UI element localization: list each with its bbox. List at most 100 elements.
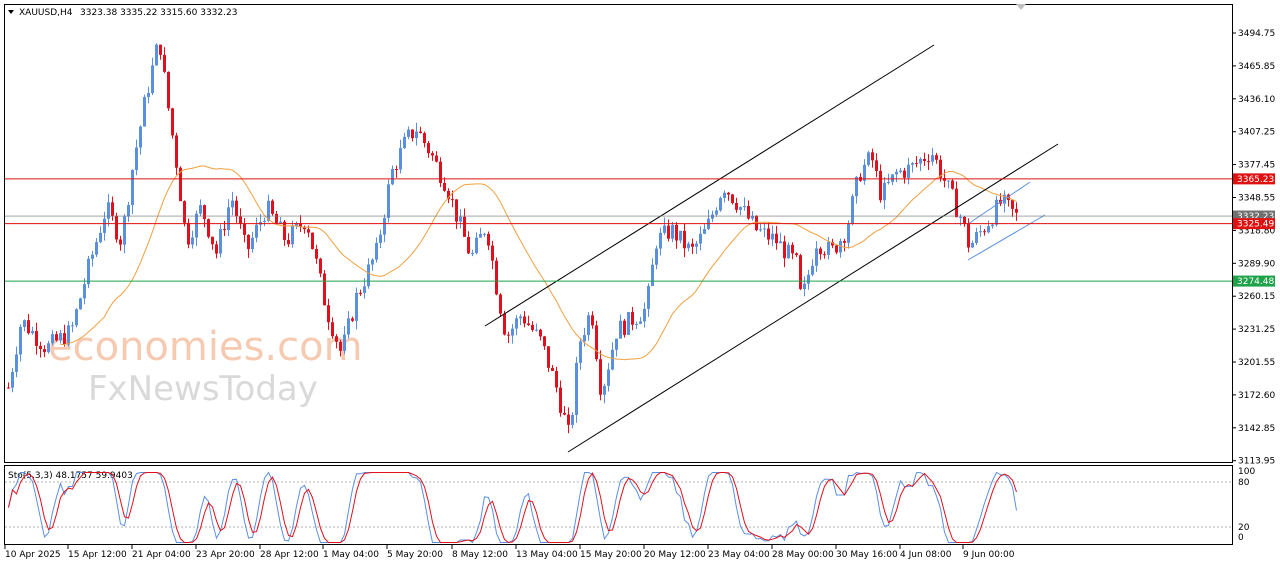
candle-body [835, 245, 838, 253]
time-tick-label: 23 May 04:00 [708, 550, 770, 560]
candle-body [215, 244, 218, 254]
dropdown-triangle-icon[interactable] [8, 10, 14, 14]
candle-body [935, 155, 938, 160]
candle-body [771, 233, 774, 240]
candle-body [959, 216, 962, 218]
candle-body [411, 129, 414, 139]
candle-body [379, 234, 382, 243]
support-price-tag [1233, 218, 1275, 230]
candle-body [363, 286, 366, 293]
candle-body [687, 243, 690, 249]
candle-body [395, 169, 398, 171]
candle-body [543, 336, 546, 347]
stochastic-signal-line [8, 472, 1017, 544]
candle-body [811, 265, 814, 275]
time-tick-label: 13 May 04:00 [516, 550, 578, 560]
candle-body [503, 313, 506, 335]
candle-body [143, 97, 146, 127]
candle-body [535, 329, 538, 331]
candle-body [35, 331, 38, 346]
candle-body [135, 147, 138, 171]
candle-body [915, 163, 918, 165]
candle-body [415, 131, 418, 139]
candle-body [335, 336, 338, 342]
lower-channel-line [567, 143, 1059, 453]
candle-body [759, 229, 762, 231]
candle-body [83, 284, 86, 299]
candle-body [295, 223, 298, 227]
candle-body [587, 315, 590, 336]
candle-body [827, 241, 830, 255]
time-tick-label: 1 May 04:00 [323, 550, 379, 560]
candle-body [243, 223, 246, 235]
time-tick-label: 9 Jun 00:00 [963, 550, 1015, 560]
candle-body [343, 334, 346, 351]
candle-body [211, 236, 214, 245]
candle-body [167, 71, 170, 109]
candle-body [571, 414, 574, 425]
price-tick-label: 3201.55 [1238, 358, 1275, 368]
candle-body [615, 338, 618, 350]
upper-channel-line [484, 44, 935, 327]
candle-body [983, 231, 986, 233]
candle-body [279, 221, 282, 224]
candle-body [923, 158, 926, 162]
candle-body [747, 206, 750, 219]
candle-body [375, 242, 378, 260]
candle-body [583, 335, 586, 342]
candle-body [71, 325, 74, 327]
candle-body [95, 242, 98, 255]
candle-body [7, 387, 10, 389]
candle-body [815, 248, 818, 266]
candle-body [743, 206, 746, 208]
candle-body [675, 224, 678, 241]
candle-body [387, 184, 390, 218]
candle-body [819, 248, 822, 255]
candle-body [499, 294, 502, 314]
time-tick-label: 4 Jun 08:00 [900, 550, 952, 560]
candle-body [903, 170, 906, 178]
price-tick-label: 3142.85 [1238, 424, 1275, 434]
candle-body [623, 320, 626, 335]
scroll-marker-icon[interactable] [1016, 4, 1026, 10]
resistance-price-label: 3365.23 [1237, 175, 1274, 185]
candle-body [99, 232, 102, 243]
candle-body [227, 207, 230, 231]
current-price-label: 3332.23 [1237, 212, 1274, 222]
candle-body [803, 283, 806, 290]
ohlc-readout: 3323.38 3335.22 3315.60 3332.23 [80, 8, 237, 18]
symbol-label: XAUUSD,H4 [19, 8, 73, 18]
candle-body [163, 54, 166, 72]
candle-body [103, 218, 106, 233]
candle-body [131, 170, 134, 206]
candle-body [123, 216, 126, 245]
candle-body [11, 371, 14, 388]
candle-body [59, 333, 62, 341]
candle-body [691, 243, 694, 247]
candle-body [39, 345, 42, 350]
time-tick-label: 5 May 20:00 [387, 550, 443, 560]
price-tick-label: 3260.15 [1238, 292, 1275, 302]
candle-body [899, 170, 902, 172]
candle-body [371, 259, 374, 265]
candle-body [927, 161, 930, 163]
candle-body [23, 320, 26, 327]
candle-body [523, 316, 526, 324]
candle-body [451, 199, 454, 201]
candle-body [147, 93, 150, 98]
candle-body [731, 194, 734, 204]
candle-body [647, 286, 650, 309]
candle-body [479, 234, 482, 238]
time-tick-label: 21 Apr 04:00 [132, 550, 191, 560]
candle-body [255, 224, 258, 238]
candle-body [67, 325, 70, 345]
oscillator-tick-label: 0 [1238, 533, 1244, 543]
candle-body [639, 321, 642, 324]
candle-body [251, 237, 254, 250]
candle-body [875, 160, 878, 171]
candle-body [963, 216, 966, 224]
candle-body [423, 133, 426, 144]
candle-body [551, 367, 554, 371]
candle-body [495, 260, 498, 295]
